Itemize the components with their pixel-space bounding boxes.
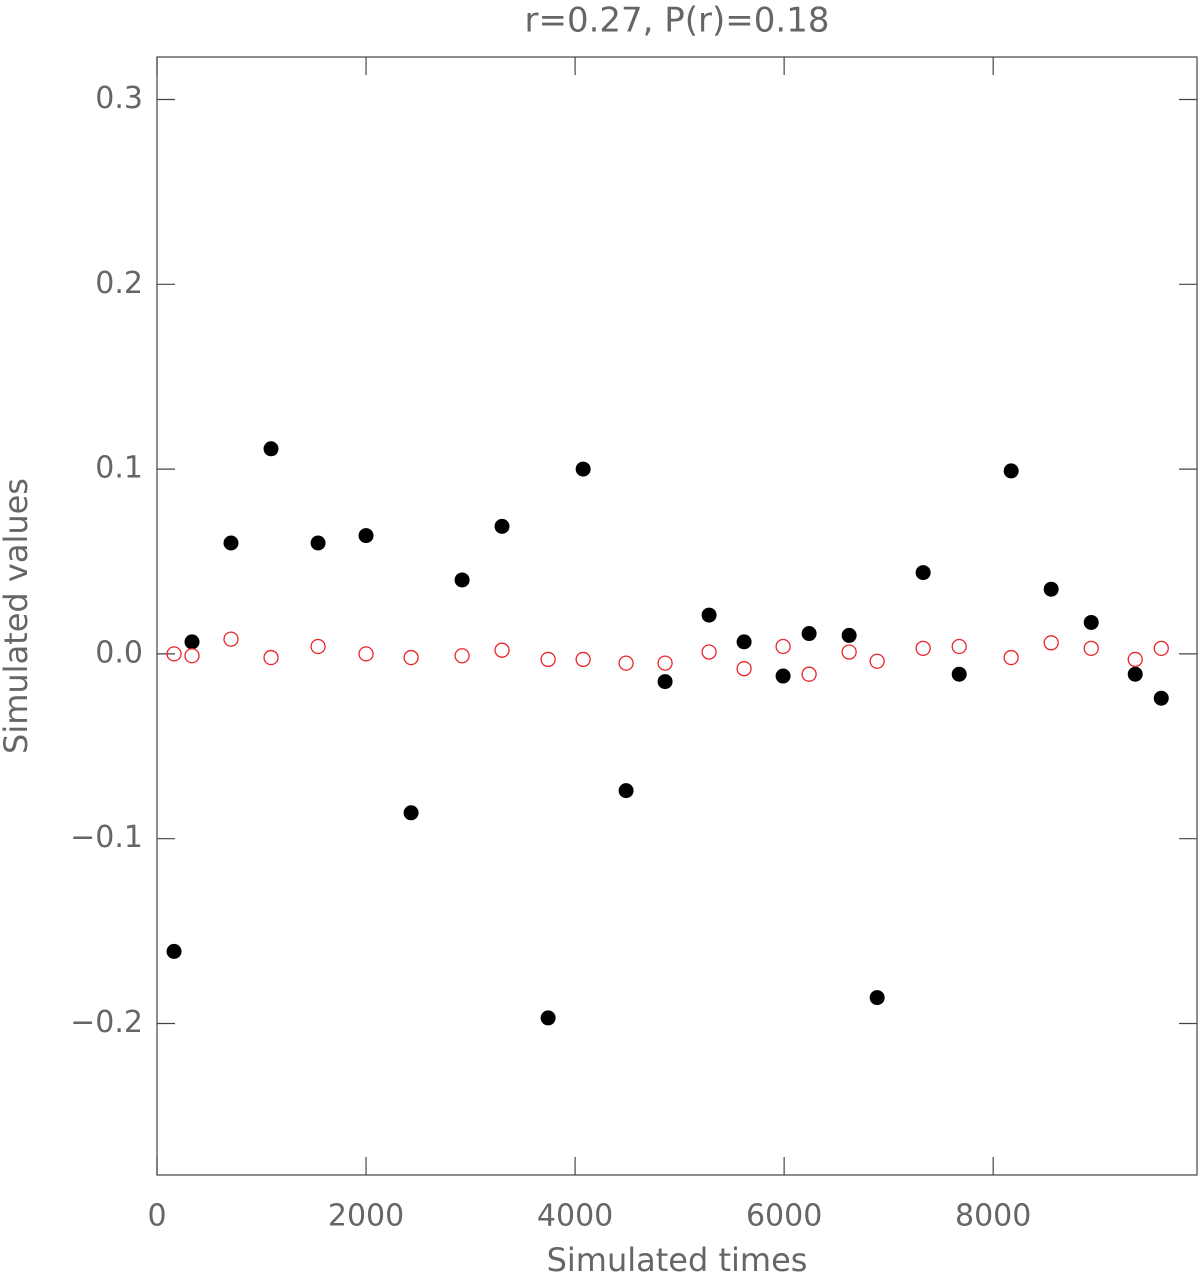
point — [263, 441, 279, 457]
point — [1153, 640, 1169, 656]
point — [358, 646, 374, 662]
point — [701, 607, 717, 623]
y-tick-label: 0.2 — [95, 266, 143, 301]
y-tick-label: −0.2 — [70, 1005, 143, 1040]
x-tick-label: 2000 — [328, 1199, 404, 1234]
point — [1003, 463, 1019, 479]
point — [869, 653, 885, 669]
point — [869, 990, 885, 1006]
point — [540, 1010, 556, 1026]
point — [701, 644, 717, 660]
point — [915, 640, 931, 656]
point — [494, 518, 510, 534]
y-axis-label: Simulated values — [0, 478, 35, 754]
point — [1043, 581, 1059, 597]
chart-title: r=0.27, P(r)=0.18 — [525, 1, 830, 41]
point — [310, 638, 326, 655]
x-tick-label: 8000 — [955, 1199, 1031, 1234]
point — [801, 626, 817, 642]
point — [540, 651, 556, 668]
point — [915, 565, 931, 581]
point — [775, 638, 791, 655]
point — [736, 661, 752, 677]
plot-frame — [156, 56, 1198, 1176]
point — [951, 638, 967, 655]
x-tick-label: 6000 — [746, 1199, 822, 1234]
point — [223, 631, 239, 647]
point — [403, 805, 419, 821]
point — [403, 649, 419, 666]
point — [263, 649, 279, 666]
x-tick-label: 0 — [147, 1199, 166, 1234]
x-axis-label: Simulated times — [547, 1241, 808, 1275]
point — [951, 666, 967, 682]
point — [1043, 635, 1059, 651]
point — [223, 535, 239, 551]
point — [166, 943, 182, 959]
point — [775, 668, 791, 684]
point — [1127, 651, 1143, 668]
point — [454, 648, 470, 664]
point — [841, 627, 857, 643]
point — [454, 572, 470, 588]
y-tick-label: 0.1 — [95, 451, 143, 486]
point — [801, 666, 817, 682]
point — [310, 535, 326, 551]
y-tick-label: 0.0 — [95, 635, 143, 670]
point — [618, 783, 634, 799]
point — [841, 644, 857, 660]
point — [1083, 614, 1099, 630]
point — [618, 655, 634, 671]
point — [657, 655, 673, 671]
point — [358, 528, 374, 544]
point — [494, 642, 510, 658]
point — [657, 674, 673, 690]
point — [184, 634, 200, 650]
point — [736, 634, 752, 650]
point — [184, 648, 200, 664]
point — [166, 646, 182, 662]
y-tick-label: 0.3 — [95, 81, 143, 116]
point — [1153, 690, 1169, 706]
point — [1003, 649, 1019, 666]
y-tick-label: −0.1 — [70, 820, 143, 855]
point — [1127, 666, 1143, 682]
point — [575, 651, 591, 668]
point — [575, 461, 591, 477]
point — [1083, 640, 1099, 656]
x-tick-label: 4000 — [537, 1199, 613, 1234]
